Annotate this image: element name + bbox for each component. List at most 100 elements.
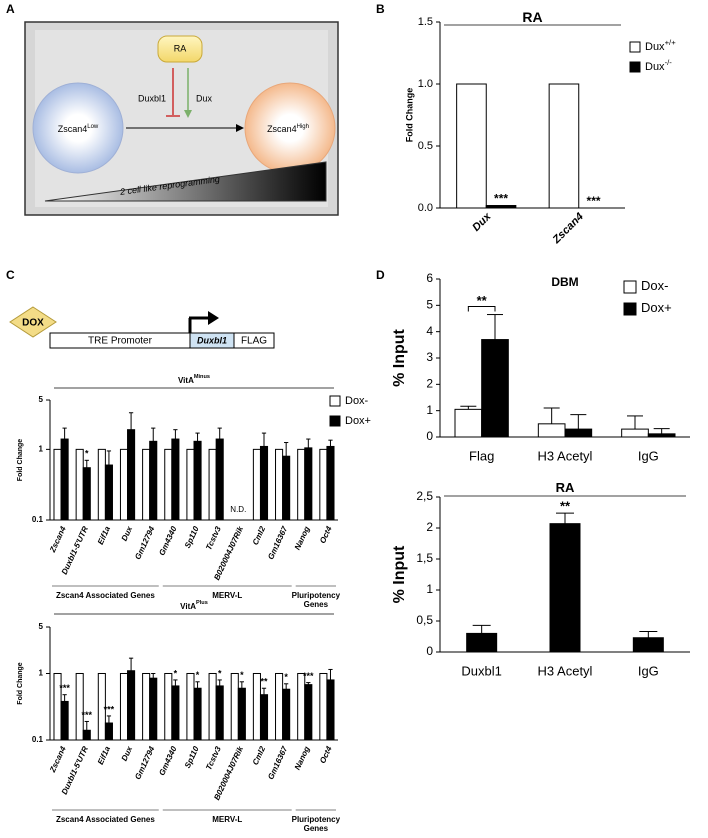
error-bar xyxy=(217,427,222,440)
legend-swatch xyxy=(629,61,641,73)
bar xyxy=(319,672,328,741)
cell-high-label: Zscan4High xyxy=(267,124,309,135)
cell-low xyxy=(32,82,124,174)
legend-label: Dux-/- xyxy=(645,58,672,73)
error-bar xyxy=(487,314,503,340)
bar xyxy=(326,445,335,521)
bar xyxy=(621,428,649,438)
legend-label-main: Dux xyxy=(645,41,665,53)
bar xyxy=(127,670,136,741)
error-bar xyxy=(62,694,67,702)
bar xyxy=(82,729,91,741)
chart-title-main: VitA xyxy=(180,602,196,611)
x-tick-label: IgG xyxy=(638,448,659,463)
x-tick-label: Gm16367 xyxy=(266,744,289,781)
bar xyxy=(75,448,84,521)
significance-label: *** xyxy=(587,194,601,208)
legend-label: Dox+ xyxy=(345,415,371,427)
x-tick-label: Nanog xyxy=(293,745,312,771)
bar xyxy=(282,688,291,741)
tag-label: FLAG xyxy=(241,336,267,347)
tag-box xyxy=(233,332,275,349)
x-tick-label: Oct4 xyxy=(318,744,334,764)
error-bar xyxy=(195,681,200,689)
bar xyxy=(97,448,106,521)
significance-label: * xyxy=(218,668,222,678)
y-tick-label: 5 xyxy=(39,622,44,631)
legend-label-main: Dox- xyxy=(641,278,668,293)
significance-label: ** xyxy=(260,677,268,687)
bar xyxy=(485,205,517,209)
y-tick-label: 2,5 xyxy=(416,489,433,503)
y-tick-label: 5 xyxy=(39,395,44,404)
y-tick-label: 1 xyxy=(39,669,44,678)
significance-label: * xyxy=(196,670,200,680)
significance-label: * xyxy=(284,672,288,682)
chart-title: RA xyxy=(522,9,542,25)
significance-label: *** xyxy=(59,683,70,693)
bar xyxy=(104,722,113,741)
significance-bracket xyxy=(467,306,496,312)
bar xyxy=(171,438,180,521)
x-tick-label: Gm16367 xyxy=(266,524,289,561)
error-bar xyxy=(261,432,267,447)
x-tick-label: Zscan4 xyxy=(48,744,68,774)
bar xyxy=(282,455,291,521)
group-label: Zscan4 Associated Genes xyxy=(56,815,155,824)
x-tick-label: Sp110 xyxy=(183,524,201,549)
bar xyxy=(60,438,69,521)
bar xyxy=(319,448,328,521)
error-bar xyxy=(328,439,333,447)
chart-title: VitAPlus xyxy=(180,600,208,611)
bar xyxy=(456,83,487,209)
legend-swatch xyxy=(623,280,637,294)
bar xyxy=(149,440,158,521)
chart-title-main: RA xyxy=(522,9,542,25)
x-tick-label: Tcstv3 xyxy=(204,524,223,551)
group-label: MERV-L xyxy=(212,591,242,600)
panel-label: C xyxy=(6,268,15,282)
x-tick-label: IgG xyxy=(638,663,659,678)
legend-swatch xyxy=(329,395,341,407)
x-tick-label: Dux xyxy=(120,524,135,542)
legend-label-main: Dox+ xyxy=(345,415,371,427)
x-tick-label: Nanog xyxy=(293,525,312,551)
bar xyxy=(252,448,261,521)
error-bar xyxy=(306,682,311,685)
y-tick-label: 0 xyxy=(426,644,433,658)
x-tick-label: H3 Acetyl xyxy=(538,448,593,463)
bar xyxy=(304,447,313,521)
bar xyxy=(60,700,69,741)
bar xyxy=(97,672,106,741)
significance-label: *** xyxy=(303,671,314,681)
bar xyxy=(149,677,158,741)
bar xyxy=(275,672,284,741)
chart-title-main: VitA xyxy=(178,376,194,385)
panel-label: B xyxy=(376,2,385,16)
y-tick-label: 6 xyxy=(426,271,433,285)
group-label: Genes xyxy=(304,600,329,609)
significance-label: * xyxy=(174,668,178,678)
bar xyxy=(275,448,284,521)
bar xyxy=(119,672,129,741)
error-bar xyxy=(556,512,574,524)
inducer-label: DOX xyxy=(22,318,44,329)
bar xyxy=(304,684,313,741)
error-bar xyxy=(306,438,311,448)
error-bar xyxy=(195,432,200,442)
bar xyxy=(127,429,136,521)
chart-title-sup: Minus xyxy=(194,374,210,380)
error-bar xyxy=(128,657,134,671)
error-bar xyxy=(627,415,643,430)
y-axis-label: % Input xyxy=(391,545,408,603)
construct: TRE Promoter Duxbl1 FLAG DOX xyxy=(9,306,275,349)
x-tick-label: Zscan4 xyxy=(550,211,586,247)
gene-label: Duxbl1 xyxy=(197,335,227,345)
bar xyxy=(193,440,202,521)
x-tick-label: Gm4340 xyxy=(157,744,179,777)
y-tick-label: 0.0 xyxy=(418,202,433,214)
y-axis-label: Fold Change xyxy=(17,439,24,481)
error-bar xyxy=(284,683,289,690)
activation-head xyxy=(184,110,192,118)
x-tick-label: Eif1a xyxy=(96,744,112,766)
